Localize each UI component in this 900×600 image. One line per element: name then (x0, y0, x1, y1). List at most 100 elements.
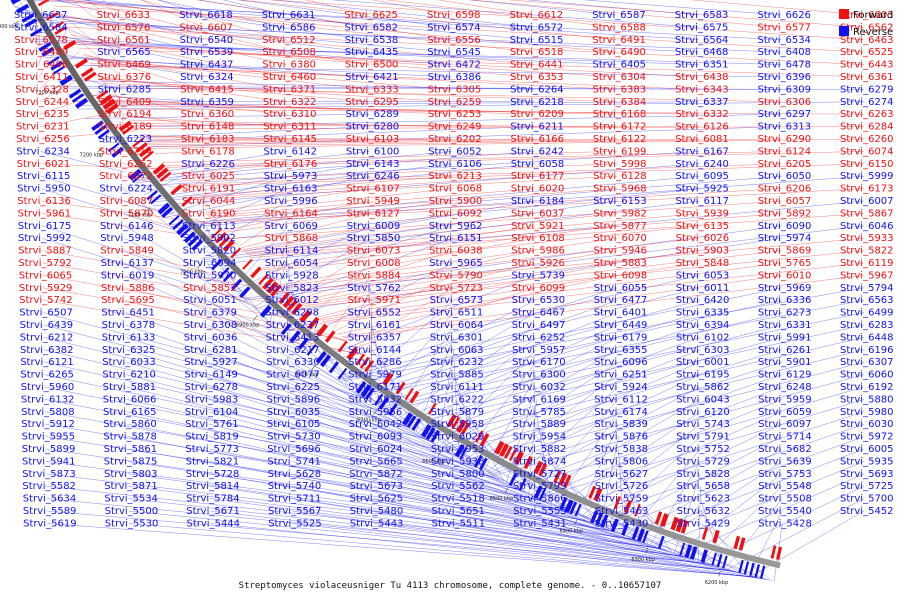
gene-label: Strvi_5959 (758, 394, 812, 405)
gene-connector (467, 362, 783, 463)
gene-connector (334, 275, 454, 332)
gene-label: Strvi_6298 (266, 308, 320, 319)
forward-legend-label: Forward (853, 10, 893, 21)
gene-connector (264, 225, 700, 272)
gene-connector (123, 188, 176, 232)
reverse-gene-block (459, 446, 468, 460)
gene-connector (438, 0, 534, 16)
gene-connector (514, 386, 865, 488)
reverse-gene-block (94, 124, 107, 135)
gene-connector (455, 510, 741, 574)
gene-label: Strvi_6081 (675, 134, 729, 145)
forward-gene-block (456, 419, 467, 433)
gene-connector (272, 0, 534, 28)
forward-gene-block (395, 381, 406, 395)
gene-label: Strvi_5480 (350, 506, 404, 517)
gene-label: Strvi_6179 (594, 332, 648, 343)
gene-label: Strvi_6540 (180, 35, 234, 46)
gene-label: Strvi_6357 (348, 332, 402, 343)
gene-label: Strvi_6246 (346, 171, 400, 182)
gene-label: Strvi_6538 (345, 35, 399, 46)
gene-label: Strvi_6206 (758, 184, 812, 195)
gene-connector (207, 324, 389, 415)
gene-label: Strvi_6361 (840, 72, 894, 83)
gene-label: Strvi_6259 (428, 97, 482, 108)
gene-connector (63, 87, 865, 90)
gene-label: Strvi_6033 (102, 357, 156, 368)
gene-label: Strvi_6575 (675, 22, 729, 33)
gene-label: Strvi_6279 (840, 84, 894, 95)
gene-label: Strvi_6020 (511, 184, 565, 195)
gene-label: Strvi_6439 (20, 320, 74, 331)
gene-label: Strvi_5876 (595, 432, 649, 443)
gene-label: Strvi_5925 (675, 184, 729, 195)
gene-connector (417, 337, 537, 434)
gene-label: Strvi_6063 (430, 345, 484, 356)
gene-connector (249, 213, 865, 258)
gene-connector (44, 362, 450, 453)
gene-connector (209, 436, 590, 523)
gene-connector (143, 138, 453, 140)
reverse-gene-block (315, 351, 327, 364)
gene-label: Strvi_5938 (431, 456, 485, 467)
gene-connector (207, 349, 432, 442)
gene-connector (186, 176, 206, 192)
reverse-gene-block (564, 499, 574, 513)
gene-connector (70, 34, 287, 78)
forward-gene-block (291, 302, 303, 316)
reverse-gene-block (610, 518, 619, 532)
reverse-gene-block (760, 565, 766, 579)
gene-connector (177, 163, 618, 182)
ruler-tick (311, 364, 316, 370)
gene-connector (341, 275, 782, 337)
gene-label: Strvi_5958 (431, 419, 485, 430)
gene-connector (124, 262, 286, 338)
gene-label: Strvi_6213 (428, 171, 482, 182)
reverse-gene-block (75, 97, 89, 109)
gene-connector (208, 411, 544, 502)
gene-connector (208, 399, 521, 491)
gene-connector (210, 188, 618, 218)
gene-connector (527, 0, 699, 16)
reverse-gene-block (595, 512, 604, 526)
gene-label: Strvi_6612 (510, 10, 564, 21)
gene-label: Strvi_5939 (676, 208, 730, 219)
forward-gene-block (159, 171, 172, 182)
gene-label: Strvi_6226 (181, 159, 235, 170)
gene-label: Strvi_6178 (181, 146, 235, 157)
ruler-tick (197, 263, 203, 268)
gene-label: Strvi_5956 (349, 407, 403, 418)
forward-gene-block (170, 184, 183, 196)
gene-connector (207, 337, 411, 429)
gene-connector (42, 275, 326, 325)
gene-connector (489, 374, 783, 475)
gene-label: Strvi_6174 (594, 407, 648, 418)
gene-label: Strvi_6191 (182, 184, 236, 195)
gene-connector (373, 486, 690, 559)
forward-gene-block (46, 11, 59, 21)
gene-label: Strvi_5534 (104, 494, 158, 505)
gene-connector (99, 126, 370, 140)
forward-gene-block (670, 516, 679, 531)
gene-label: Strvi_6052 (428, 146, 482, 157)
forward-gene-block (218, 236, 231, 248)
gene-label: Strvi_5899 (22, 444, 76, 455)
gene-connector (149, 163, 535, 203)
forward-gene-block (324, 330, 336, 343)
gene-connector (202, 188, 206, 210)
gene-label: Strvi_5444 (187, 518, 241, 529)
gene-label: Strvi_6122 (593, 134, 647, 145)
reverse-gene-block (388, 403, 398, 416)
gene-label: Strvi_6172 (593, 122, 647, 133)
gene-label: Strvi_6009 (347, 221, 401, 232)
gene-label: Strvi_5792 (18, 258, 72, 269)
gene-connector (342, 275, 865, 339)
gene-label: Strvi_5791 (676, 432, 730, 443)
gene-label: Strvi_6242 (511, 146, 565, 157)
reverse-gene-block (132, 173, 144, 183)
gene-connector (291, 510, 737, 573)
gene-connector (82, 0, 534, 40)
gene-label: Strvi_6562 (840, 22, 894, 33)
forward-gene-block (63, 39, 77, 51)
gene-connector (372, 436, 595, 525)
